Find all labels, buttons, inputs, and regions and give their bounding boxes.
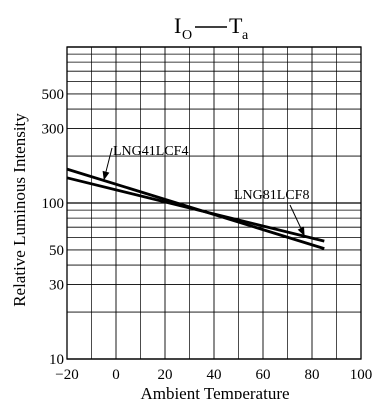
y-tick-label: 300 — [42, 122, 65, 138]
x-axis-label: Ambient Temperature — [140, 384, 289, 399]
y-tick-label: 10 — [49, 352, 64, 368]
title-i: I — [174, 13, 181, 38]
annotations: LNG41LCF4 LNG81LCF8 — [102, 144, 309, 237]
y-tick-label: 30 — [49, 278, 64, 294]
x-tick-label: 0 — [112, 367, 120, 383]
x-tick-label: 40 — [207, 367, 222, 383]
x-tick-label: 80 — [305, 367, 320, 383]
y-axis-label: Relative Luminous Intensity — [10, 113, 29, 307]
series-line-lng81lcf8 — [66, 176, 325, 243]
plot-frame — [66, 46, 362, 360]
x-tick-label: 100 — [350, 367, 373, 383]
y-tick-label: 100 — [42, 196, 65, 212]
series-lines — [66, 167, 325, 250]
y-tick-label: 50 — [49, 243, 64, 259]
title-t: T — [229, 13, 243, 38]
tick-labels: −20 0 20 40 60 80 100 10 30 50 100 300 500 — [42, 87, 373, 383]
title-i-subscript: O — [182, 28, 192, 43]
chart-title: I O T a — [174, 13, 249, 43]
x-tick-label: −20 — [55, 367, 78, 383]
annotation-arrow-lng81lcf8 — [297, 226, 305, 237]
y-tick-label: 500 — [42, 87, 65, 103]
title-t-subscript: a — [242, 28, 249, 43]
grid — [66, 46, 362, 360]
annotation-label-lng41lcf4: LNG41LCF4 — [113, 144, 188, 159]
x-tick-label: 20 — [158, 367, 173, 383]
annotation-arrow-lng41lcf4 — [102, 170, 110, 181]
x-tick-label: 60 — [256, 367, 271, 383]
annotation-label-lng81lcf8: LNG81LCF8 — [234, 188, 309, 203]
